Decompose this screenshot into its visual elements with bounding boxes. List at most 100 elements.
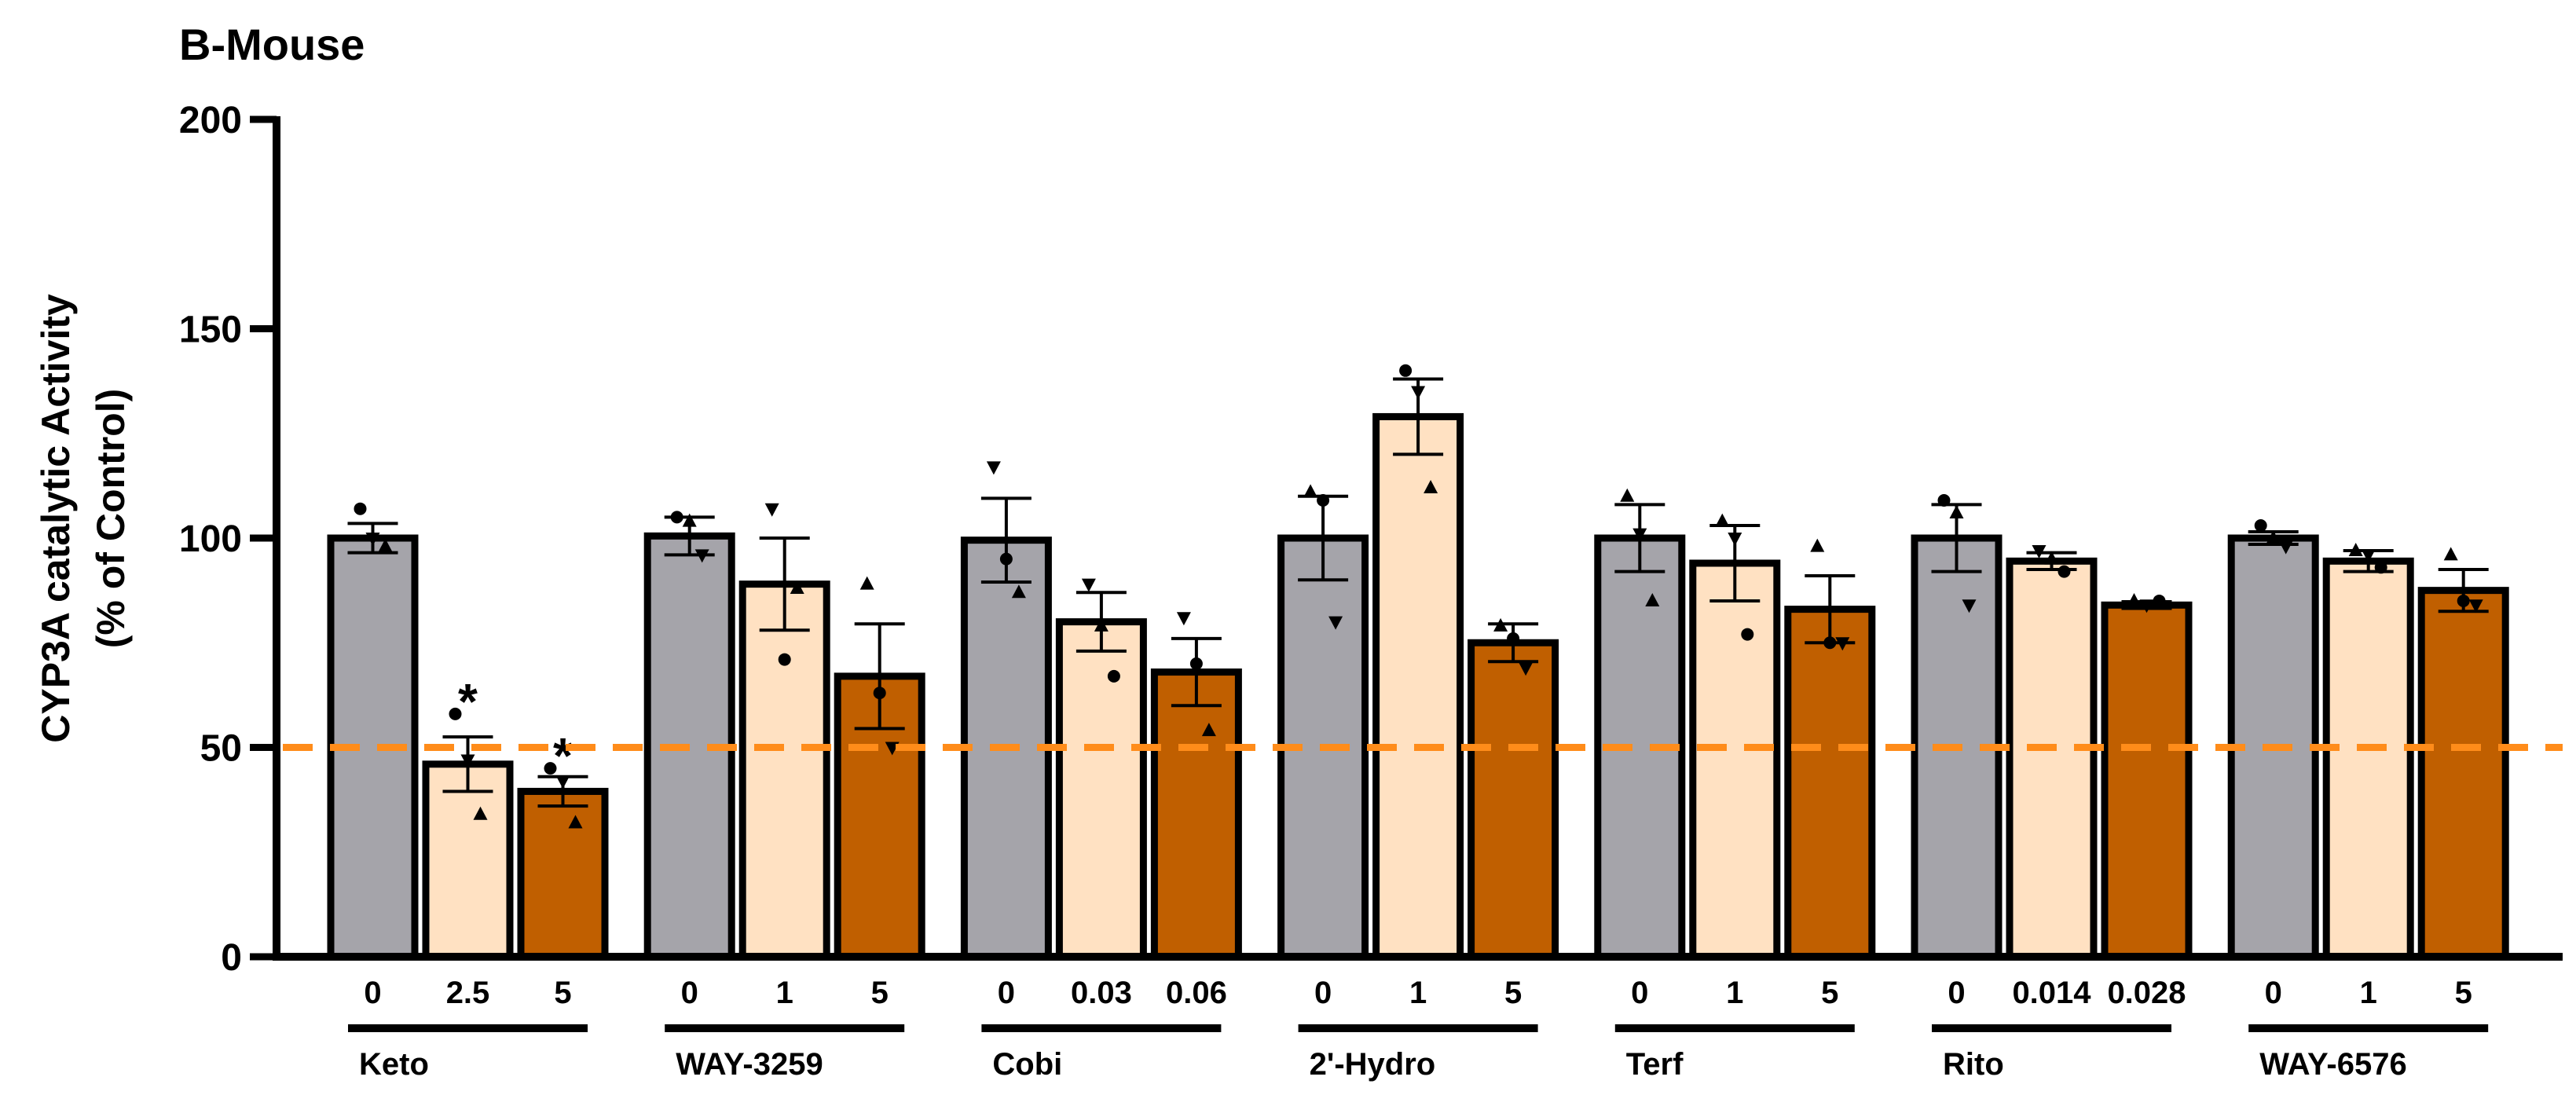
bar-group [2227,519,2509,961]
bar [422,760,514,961]
dose-tick-label: 5 [554,976,571,1010]
error-bar [759,537,810,632]
data-point [1620,488,1635,502]
data-point [1107,669,1120,683]
data-point [2044,551,2059,565]
data-point [1937,494,1951,507]
data-point [986,461,1001,475]
chart-title: B-Mouse [179,20,365,69]
dose-tick-label: 5 [2455,976,2472,1010]
data-point [859,576,874,590]
bar [2322,557,2414,961]
dose-tick-label: 0 [2265,976,2282,1010]
data-point [2153,594,2166,607]
data-point [1715,513,1730,527]
data-point [2348,542,2363,556]
data-point [2139,599,2154,613]
data-point [449,707,462,720]
labels-layer: 0 2.5 5 Keto 0 1 5 WAY-3259 0 0.03 0.06 Cobi 0 1 5 2'-H… [348,976,2489,1082]
dose-tick-label: 0 [1314,976,1332,1010]
group-label: WAY-3259 [676,1047,823,1082]
y-tick-label: 150 [179,309,242,351]
data-point [1519,662,1534,676]
data-point [1493,617,1508,632]
data-point [2266,530,2281,544]
bar [2006,557,2098,961]
dose-tick-label: 1 [2360,976,2377,1010]
data-point [873,687,886,700]
data-point [2127,592,2142,606]
data-point [1094,617,1108,632]
y-tick-label: 50 [200,728,242,770]
data-point [2058,565,2071,578]
y-tick-label: 100 [179,518,242,560]
y-axis-label: CYP3A catalytic Activity (% of Control) [34,294,133,743]
data-point [1962,599,1977,613]
bar [1372,412,1464,961]
bars-layer: ** [327,364,2509,961]
bar [1468,639,1559,961]
error-bar [1171,636,1222,708]
bar [1150,668,1242,961]
data-point [1728,533,1742,546]
dose-tick-label: 0 [1948,976,1965,1010]
dose-tick-label: 5 [1504,976,1522,1010]
data-point [1189,657,1203,670]
dose-tick-label: 0.028 [2107,976,2186,1010]
data-point [1303,484,1318,498]
data-point [1317,494,1330,507]
data-point [2443,547,2458,561]
group-label: Keto [359,1047,429,1082]
dose-tick-label: 1 [1409,976,1427,1010]
significance-star: * [553,727,573,784]
data-point [2361,549,2376,563]
data-point [2278,540,2293,555]
data-point [1176,612,1191,626]
dose-tick-label: 0 [681,976,698,1010]
group-label: WAY-6576 [2259,1047,2407,1082]
data-point [670,511,683,524]
data-point [1011,584,1026,599]
dose-tick-label: 1 [776,976,793,1010]
data-point [2254,519,2267,533]
data-point [682,513,697,527]
data-point [378,538,393,552]
error-bar [980,496,1031,584]
data-point [555,775,570,789]
bar [2101,601,2193,961]
group-label: 2'-Hydro [1310,1047,1436,1082]
data-point [694,549,709,563]
data-point [2468,599,2483,613]
group-label: Cobi [992,1047,1062,1082]
bar [1055,618,1147,961]
y-tick-label: 0 [221,937,242,979]
bar-group [1594,488,1876,961]
data-point [1741,628,1754,641]
axes-layer: 0 50 100 150 200 [179,100,2563,979]
y-axis-label-line-2: (% of Control) [89,389,133,648]
data-point [1835,637,1850,651]
data-point [1424,480,1438,494]
data-point [1081,578,1096,592]
data-point [1823,636,1837,650]
data-point [568,815,583,829]
data-point [354,502,367,515]
bar [738,580,830,961]
bar [517,787,609,961]
bar-group: ** [327,502,609,961]
group-label: Terf [1626,1047,1684,1082]
bar-group [1277,364,1559,961]
dose-tick-label: 0.014 [2012,976,2091,1010]
bar [1689,559,1781,961]
data-point [1507,632,1520,645]
group-label: Rito [1943,1047,2004,1082]
data-point [778,653,791,666]
y-tick-label: 200 [179,100,242,141]
data-point [1411,386,1426,400]
data-point [1810,538,1825,552]
dose-tick-label: 0.03 [1071,976,1132,1010]
data-point [460,754,475,768]
data-point [1632,528,1647,542]
dose-tick-label: 0 [364,976,381,1010]
